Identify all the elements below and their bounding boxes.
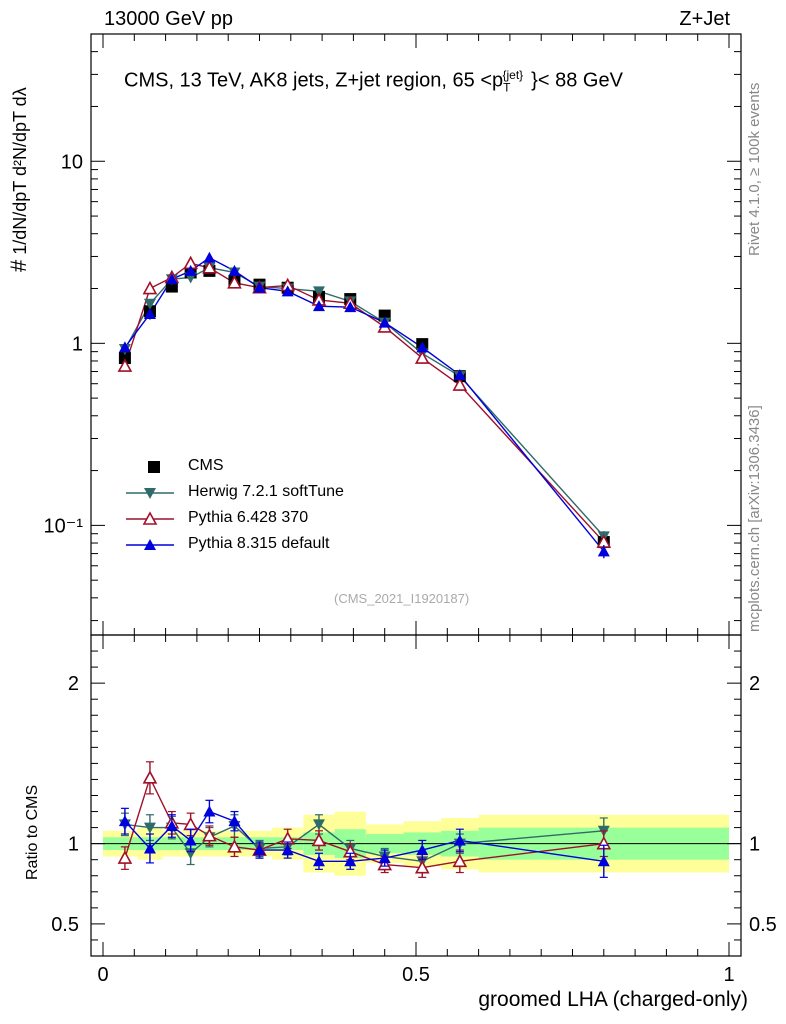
ratio-data-point — [281, 844, 294, 856]
legend-item-cms: CMS — [126, 456, 386, 482]
main-data-point — [312, 300, 325, 312]
axis-ticks — [91, 33, 741, 956]
legend-marker — [144, 539, 156, 550]
ratio-y-tick-label-right: 0.5 — [749, 914, 777, 936]
ratio-y-tick-label-right: 2 — [749, 673, 760, 695]
main-y-axis-label-text: 1/dN/dpT d²N/dpT dλ — [10, 87, 30, 255]
ratio-data-point — [453, 834, 466, 846]
main-data-point — [416, 341, 429, 353]
ratio-data-point — [165, 819, 178, 831]
ratio-data-point — [118, 815, 131, 827]
main-data-point — [202, 260, 217, 274]
main-data-point — [414, 350, 430, 364]
series-markers — [117, 251, 612, 878]
legend-symbols — [126, 461, 174, 550]
annotation-pt-sub: T — [503, 80, 511, 95]
ratio-y-tick-label-left: 0.5 — [51, 914, 79, 936]
ratio-data-point — [228, 815, 241, 827]
ratio-data-point — [143, 842, 156, 854]
legend-marker — [142, 511, 158, 525]
ratio-data-point — [117, 850, 133, 864]
main-data-point — [118, 341, 131, 353]
legend-marker — [144, 488, 156, 499]
ratio-data-point — [416, 844, 429, 856]
annotation-tail: }< 88 GeV — [531, 69, 623, 92]
main-data-point — [143, 298, 156, 310]
annotation-pt-sup: {jet} — [502, 68, 524, 82]
main-data-point — [203, 251, 216, 263]
ratio-data-point — [184, 834, 197, 846]
main-data-point — [165, 273, 178, 285]
ratio-y-tick-label-left: 2 — [68, 673, 79, 695]
main-y-tick-label: 10⁻¹ — [44, 515, 84, 537]
main-y-axis-label: # 1/dN/dpT d²N/dpT dλ — [6, 87, 31, 272]
ratio-data-point — [142, 770, 158, 784]
ratio-data-point — [143, 822, 156, 834]
main-data-point — [117, 358, 133, 372]
header-energy-label: 13000 GeV pp — [104, 8, 233, 30]
x-axis-label: groomed LHA (charged-only) — [478, 988, 748, 1011]
ratio-data-point — [202, 827, 217, 842]
legend-marker — [148, 461, 160, 473]
ratio-data-point — [344, 855, 357, 867]
legend: CMS Herwig 7.2.1 softTune Pythia 6.428 3… — [126, 456, 386, 560]
main-data-point — [227, 275, 242, 289]
ratio-y-tick-label-left: 1 — [68, 834, 79, 856]
main-data-point — [344, 301, 357, 313]
main-data-point — [184, 264, 197, 276]
main-data-point — [597, 545, 610, 557]
plot-annotation: CMS, 13 TeV, AK8 jets, Z+jet region, 65 … — [124, 68, 623, 95]
x-tick-label: 0.5 — [402, 964, 430, 986]
main-y-tick-label: 1 — [72, 333, 83, 355]
header-process-label: Z+Jet — [679, 8, 730, 30]
main-y-tick-label: 10 — [61, 151, 83, 173]
legend-item-herwig: Herwig 7.2.1 softTune — [126, 482, 386, 508]
legend-label-pythia8: Pythia 8.315 default — [188, 535, 330, 552]
main-data-point — [228, 264, 241, 276]
ratio-data-point — [378, 852, 391, 864]
legend-label-cms: CMS — [188, 457, 224, 474]
ratio-data-point — [203, 805, 216, 817]
ratio-series-line — [124, 823, 604, 863]
ratio-y-tick-label-right: 1 — [749, 834, 760, 856]
main-data-point — [312, 286, 325, 298]
ratio-data-point — [414, 860, 430, 874]
ratio-y-axis-label: Ratio to CMS — [24, 784, 41, 880]
ratio-data-point — [312, 819, 325, 831]
tick-labels: 10⁻¹ 1 10 0.5 0.5 1 1 2 2 0 0.5 1 — [44, 151, 777, 986]
main-data-point — [253, 281, 266, 293]
main-data-point — [452, 377, 468, 391]
legend-item-pythia8: Pythia 8.315 default — [126, 534, 386, 560]
main-data-point — [142, 280, 158, 295]
analysis-tag: (CMS_2021_I1920187) — [334, 591, 470, 606]
main-data-point — [143, 307, 156, 319]
ratio-data-point — [227, 839, 242, 853]
main-data-point — [453, 368, 466, 380]
main-data-point — [378, 316, 391, 328]
legend-label-herwig: Herwig 7.2.1 softTune — [188, 483, 344, 500]
x-tick-label: 0 — [97, 964, 108, 986]
legend-label-pythia6: Pythia 6.428 370 — [188, 509, 309, 526]
x-tick-label: 1 — [723, 964, 734, 986]
rivet-version-label: Rivet 4.1.0, ≥ 100k events — [746, 82, 763, 256]
ratio-data-point — [184, 848, 197, 860]
ratio-data-point — [311, 832, 327, 847]
ratio-data-point — [597, 855, 610, 867]
annotation-main: CMS, 13 TeV, AK8 jets, Z+jet region, 65 … — [124, 69, 492, 92]
main-data-point — [281, 285, 294, 297]
main-data-point — [118, 352, 131, 365]
ratio-data-point — [312, 855, 325, 867]
ratio-data-point — [452, 853, 468, 868]
mcplots-label: mcplots.cern.ch [arXiv:1306.3436] — [746, 405, 763, 632]
legend-item-pythia6: Pythia 6.428 370 — [126, 508, 386, 534]
ratio-data-point — [253, 844, 266, 856]
annotation-pt: p — [492, 69, 504, 92]
